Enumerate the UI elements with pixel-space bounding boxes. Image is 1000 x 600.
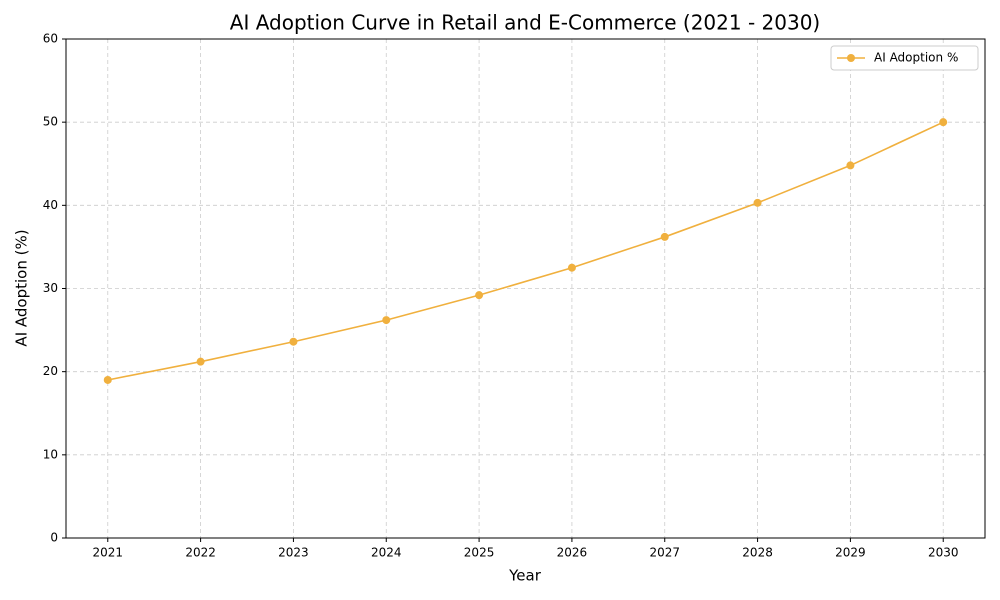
y-tick-label: 40 (43, 198, 58, 212)
marker (753, 198, 762, 207)
marker (103, 375, 112, 384)
x-tick-label: 2021 (92, 546, 123, 560)
marker (475, 291, 484, 300)
legend-box (830, 45, 979, 71)
marker (660, 232, 669, 241)
legend-marker (847, 54, 855, 62)
marker (196, 357, 205, 366)
marker (939, 118, 948, 127)
x-tick-label: 2027 (649, 546, 680, 560)
x-tick-label: 2028 (742, 546, 773, 560)
marker (567, 263, 576, 272)
y-tick-label: 20 (43, 364, 58, 378)
x-tick-label: 2024 (371, 546, 402, 560)
x-tick-label: 2030 (928, 546, 959, 560)
x-tick-label: 2023 (278, 546, 309, 560)
x-tick-label: 2029 (835, 546, 866, 560)
line (107, 121, 944, 381)
y-tick-label: 50 (43, 115, 58, 129)
marker (846, 161, 855, 170)
y-tick-label: 30 (43, 281, 58, 295)
y-tick-label: 60 (43, 32, 58, 46)
y-tick-label: 10 (43, 447, 58, 461)
marker (382, 316, 391, 325)
x-tick-label: 2026 (557, 546, 588, 560)
y-axis-label: AI Adoption (%) (13, 229, 31, 346)
plot-frame (65, 38, 986, 539)
x-axis-label: Year (508, 567, 542, 585)
x-tick-label: 2022 (185, 546, 216, 560)
legend-label: AI Adoption % (874, 51, 958, 65)
chart-title: AI Adoption Curve in Retail and E-Commer… (230, 11, 820, 35)
x-tick-label: 2025 (464, 546, 495, 560)
y-tick-label: 0 (50, 531, 58, 545)
marker (289, 337, 298, 346)
